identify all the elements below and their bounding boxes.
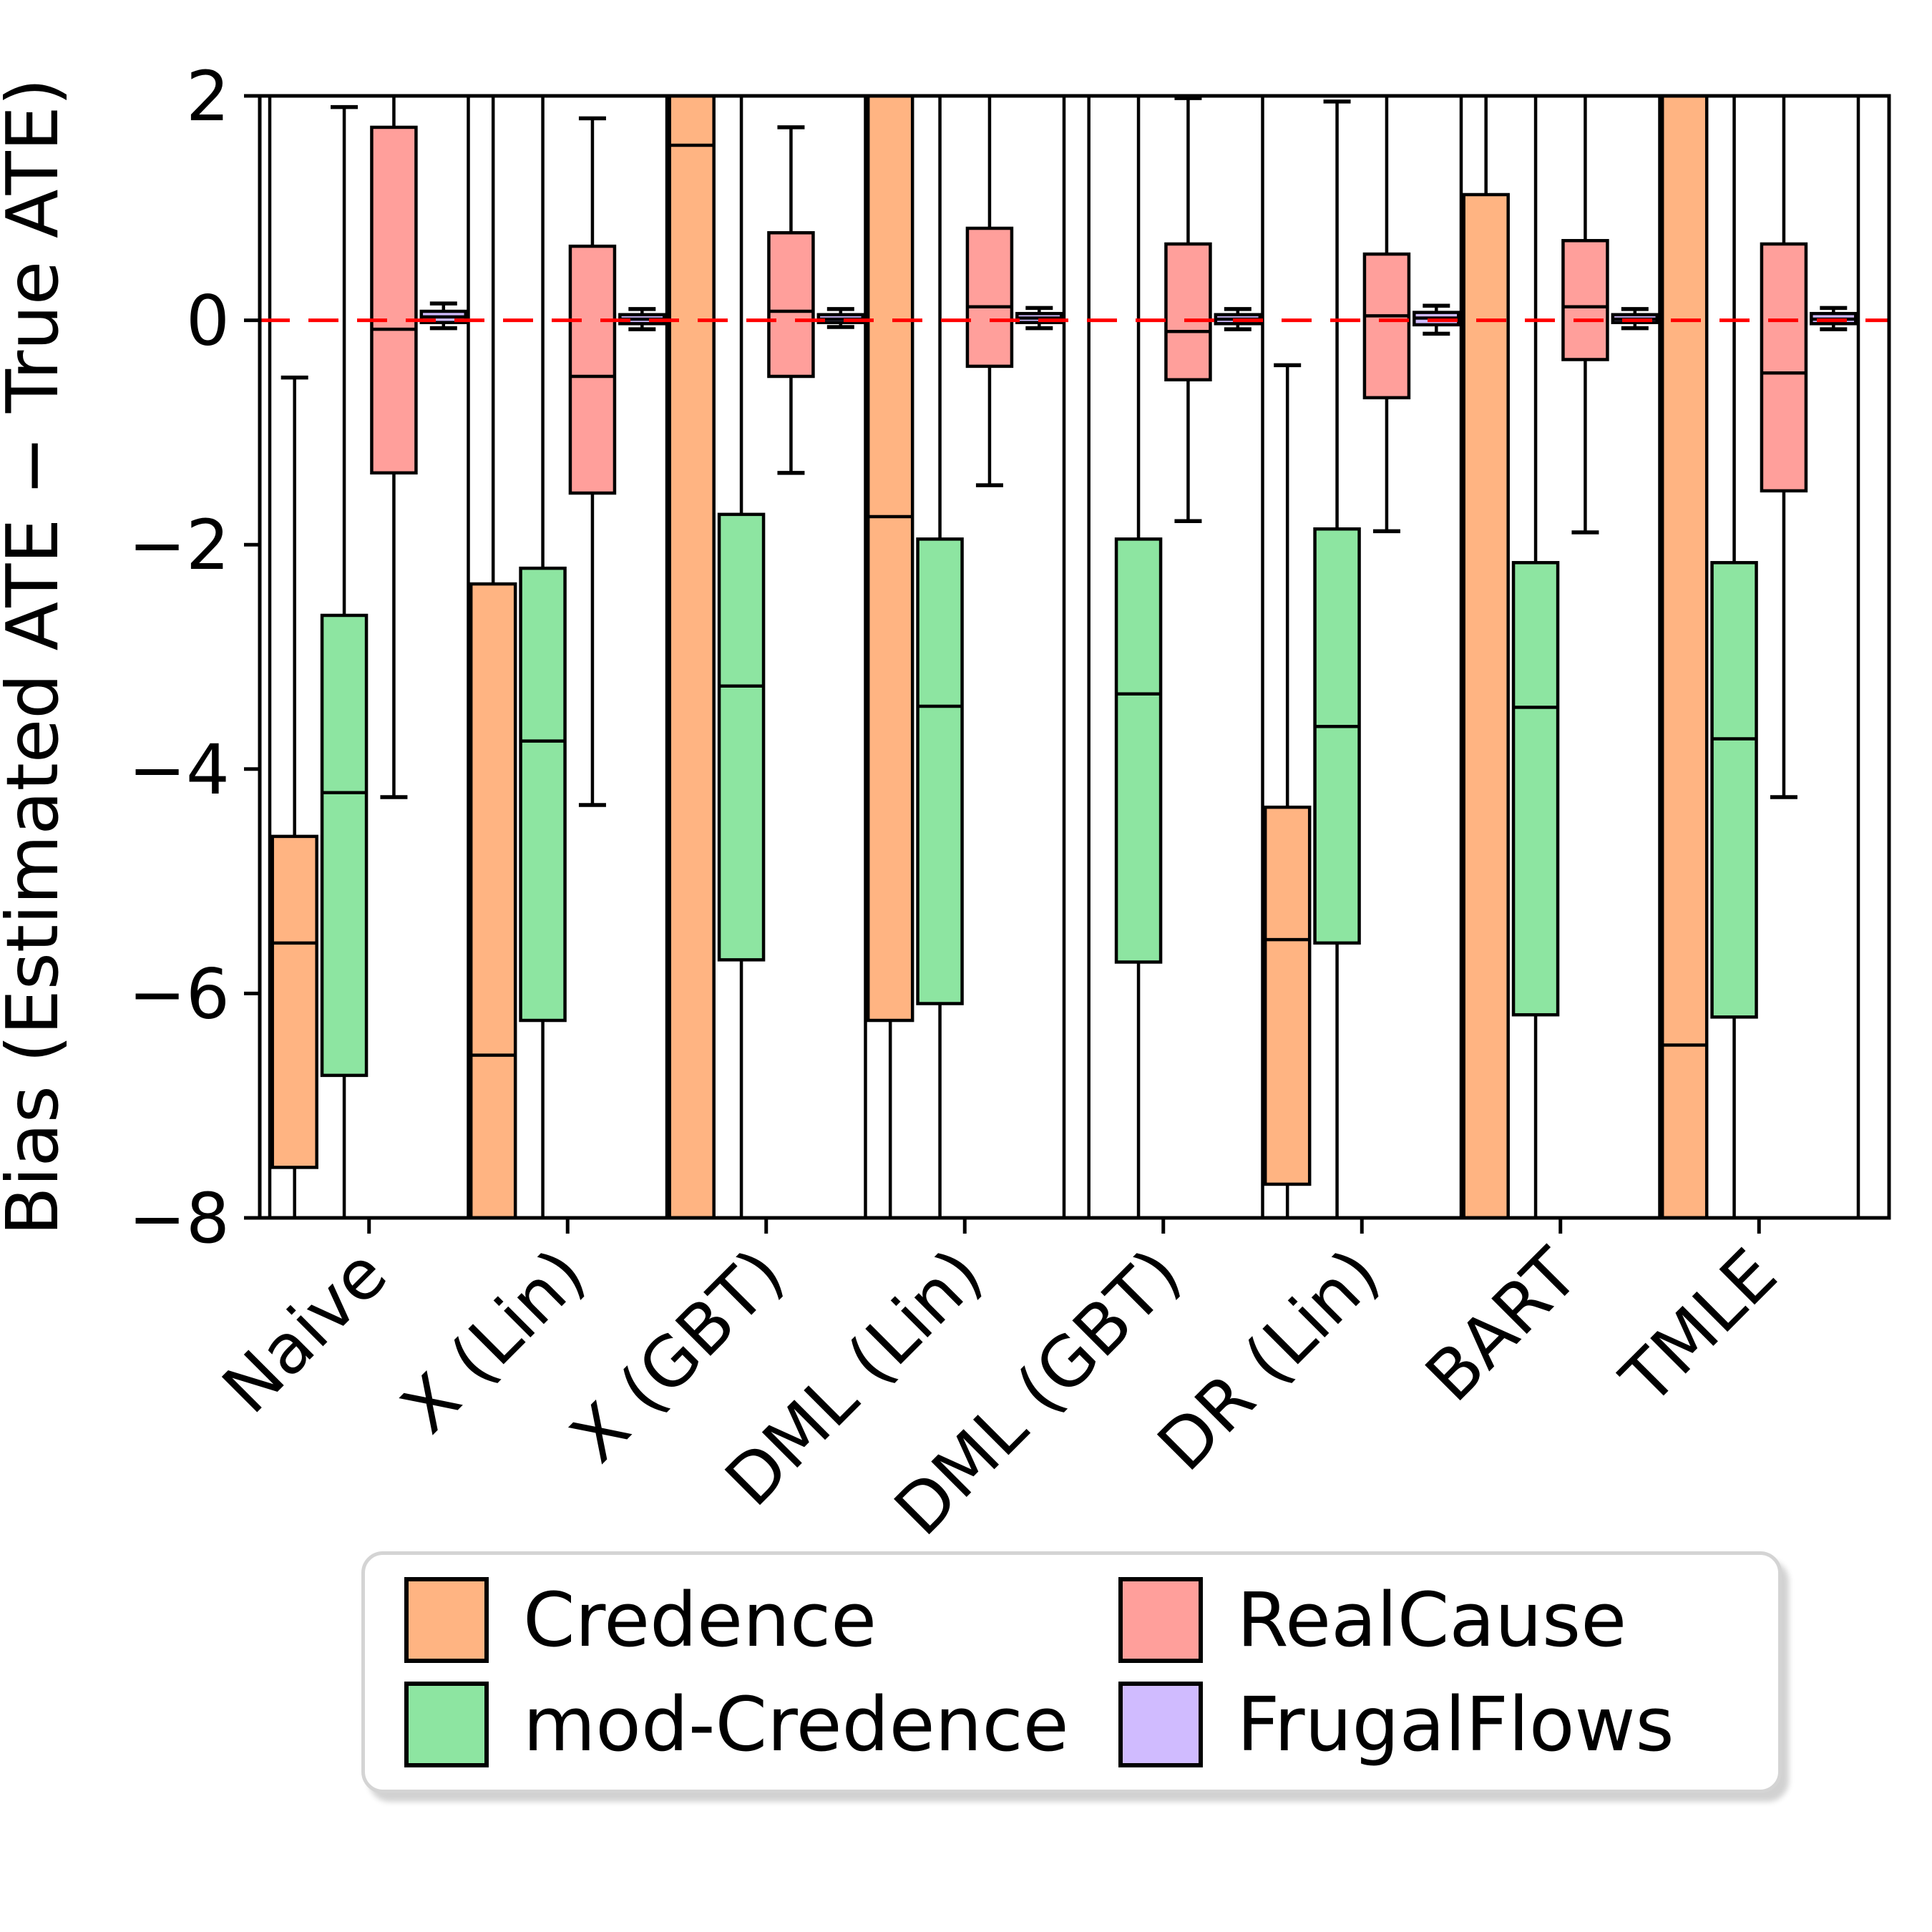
box-mod-Credence-X (GBT) [717, 96, 766, 1218]
box-mod-Credence-DR (Lin) [1313, 99, 1361, 1218]
box-RealCause-DML (GBT) [1164, 96, 1212, 524]
x-tick-label-BART: BART [1410, 1234, 1594, 1417]
box-Credence-X (Lin) [469, 96, 517, 1218]
box-RealCause-BART [1561, 96, 1609, 535]
box-mod-Credence-Naive [320, 104, 369, 1218]
box-mod-Credence-TMLE [1710, 96, 1758, 1218]
credence-swatch-icon [404, 1577, 489, 1663]
legend-label-frugalflows: FrugalFlows [1236, 1681, 1674, 1768]
y-axis-label: Bias (Estimated ATE − True ATE) [0, 78, 74, 1236]
x-tick-label-Naive: Naive [208, 1234, 402, 1428]
box-RealCause-DML (Lin) [965, 96, 1014, 487]
y-tick-label: −6 [128, 954, 230, 1034]
box-RealCause-DR (Lin) [1362, 96, 1411, 534]
box-RealCause-TMLE [1760, 96, 1808, 799]
box-Credence-DR (Lin) [1263, 363, 1312, 1218]
box-FrugalFlows-X (GBT) [816, 307, 865, 329]
frugalflows-swatch-icon [1118, 1682, 1203, 1767]
legend-item-frugalflows: FrugalFlows [1118, 1682, 1739, 1767]
y-tick-label: 0 [186, 281, 230, 361]
x-tick-label-DR (Lin): DR (Lin) [1143, 1234, 1395, 1486]
x-tick-label-TMLE: TMLE [1606, 1234, 1792, 1420]
box-Credence-X (GBT) [668, 96, 716, 1218]
axes-frame [258, 94, 1891, 1220]
legend: Credence RealCause mod-Credence FrugalFl… [361, 1551, 1782, 1793]
legend-label-mod-credence: mod-Credence [523, 1681, 1069, 1768]
y-tick-label: −8 [128, 1179, 230, 1259]
box-Credence-BART [1462, 96, 1510, 1218]
legend-item-credence: Credence [404, 1577, 1118, 1663]
legend-item-realcause: RealCause [1118, 1577, 1739, 1663]
legend-label-realcause: RealCause [1236, 1576, 1627, 1664]
y-tick-label: −2 [128, 505, 230, 585]
plot-area [260, 96, 1889, 1218]
box-RealCause-X (GBT) [767, 125, 815, 475]
realcause-swatch-icon [1118, 1577, 1203, 1663]
box-Credence-DML (GBT) [1087, 96, 1091, 1218]
box-Credence-TMLE [1660, 96, 1709, 1218]
y-tick-label: 2 [186, 57, 230, 137]
box-FrugalFlows-Naive [419, 301, 468, 331]
legend-label-credence: Credence [523, 1576, 877, 1664]
box-mod-Credence-DML (GBT) [1114, 96, 1163, 1218]
box-mod-Credence-DML (Lin) [916, 96, 964, 1218]
mod-credence-swatch-icon [404, 1682, 489, 1767]
box-mod-Credence-X (Lin) [519, 96, 567, 1218]
y-tick-label: −4 [128, 730, 230, 810]
box-mod-Credence-BART [1511, 96, 1560, 1218]
box-RealCause-Naive [370, 96, 418, 799]
box-Credence-Naive [270, 375, 318, 1218]
legend-item-mod-credence: mod-Credence [404, 1682, 1118, 1767]
box-FrugalFlows-DML (Lin) [1015, 306, 1063, 331]
box-RealCause-X (Lin) [568, 116, 617, 807]
box-Credence-DML (Lin) [866, 96, 914, 1218]
